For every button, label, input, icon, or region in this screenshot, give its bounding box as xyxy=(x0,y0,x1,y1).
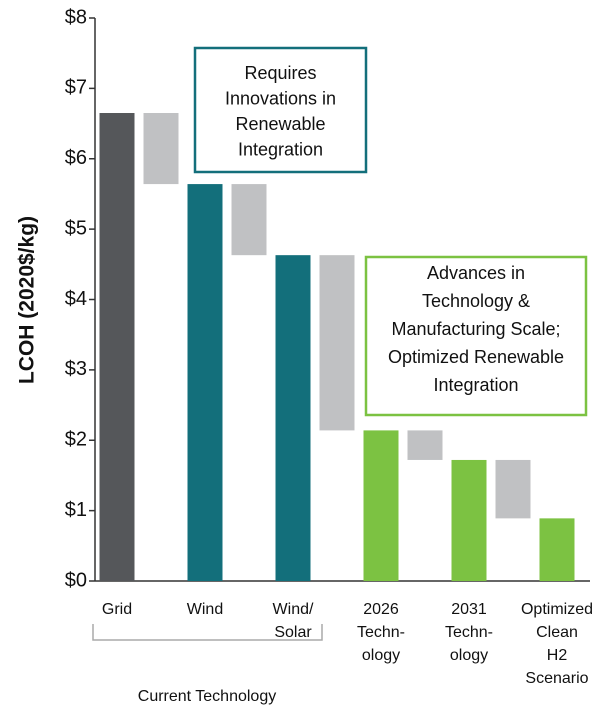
step xyxy=(407,430,443,460)
x-tick-label: Grid xyxy=(102,601,132,618)
y-tick-label: $8 xyxy=(65,6,87,28)
y-tick-label: $4 xyxy=(65,288,87,310)
x-tick-label-line: Optimized xyxy=(521,601,593,618)
annotation-line: Technology & xyxy=(422,291,530,311)
group-label: Current Technology xyxy=(138,688,276,705)
x-tick-label-line: Scenario xyxy=(525,670,588,687)
x-tick-label-line: ology xyxy=(450,647,488,664)
y-tick-label: $6 xyxy=(65,147,87,169)
x-tick-label: 2031 Techn-ology xyxy=(445,601,493,664)
y-tick-label: $3 xyxy=(65,358,87,380)
step xyxy=(143,113,179,185)
x-tick-label: 2026 Techn-ology xyxy=(357,601,405,664)
group-bracket xyxy=(92,624,323,641)
x-tick-label-line: Wind/ xyxy=(273,601,314,618)
y-tick-label: $1 xyxy=(65,499,87,521)
annotation-box xyxy=(364,255,588,417)
x-tick-label-line: H2 xyxy=(547,647,568,664)
annotation-line: Requires xyxy=(244,63,316,83)
x-tick-label: Wind/Solar xyxy=(273,601,314,641)
annotation-line: Integration xyxy=(238,139,323,159)
x-tick-label-line: ology xyxy=(362,647,400,664)
annotation: Advances in Technology & Manufacturing Sca… xyxy=(388,263,564,395)
y-tick-label: $2 xyxy=(65,429,87,451)
x-tick-label: Optimized Clean H2 Scenario xyxy=(521,601,593,687)
x-tick-label-line: Clean xyxy=(536,624,578,641)
bar xyxy=(451,459,487,581)
bar xyxy=(275,255,311,581)
step xyxy=(319,255,355,431)
x-tick-label-line: Solar xyxy=(274,624,312,641)
annotation-line: Innovations in xyxy=(225,88,336,108)
x-tick-label-line: Techn- xyxy=(445,624,493,641)
x-tick-label-line: 2031 xyxy=(451,601,487,618)
bar xyxy=(539,518,575,581)
x-tick-label-line: Wind xyxy=(187,601,223,618)
step xyxy=(495,459,531,519)
step xyxy=(231,184,267,256)
bar xyxy=(187,184,223,581)
annotation-line: Integration xyxy=(433,375,518,395)
annotation: Requires Innovations in Renewable Integrati… xyxy=(225,63,336,160)
bar xyxy=(363,430,399,581)
annotation-box xyxy=(193,46,368,174)
annotation-line: Renewable xyxy=(235,114,325,134)
x-tick-label-line: 2026 xyxy=(363,601,399,618)
annotation-line: Optimized Renewable xyxy=(388,347,564,367)
y-tick-label: $7 xyxy=(65,77,87,99)
y-axis-label: LCOH (2020$/kg) xyxy=(16,216,39,384)
bar xyxy=(99,113,135,581)
x-tick-label-line: Grid xyxy=(102,601,132,618)
x-tick-label-line: Techn- xyxy=(357,624,405,641)
y-tick-label: $0 xyxy=(65,569,87,591)
x-tick-label: Wind xyxy=(187,601,223,618)
y-tick-label: $5 xyxy=(65,217,87,239)
annotation-line: Manufacturing Scale; xyxy=(391,319,560,339)
annotation-line: Advances in xyxy=(427,263,525,283)
